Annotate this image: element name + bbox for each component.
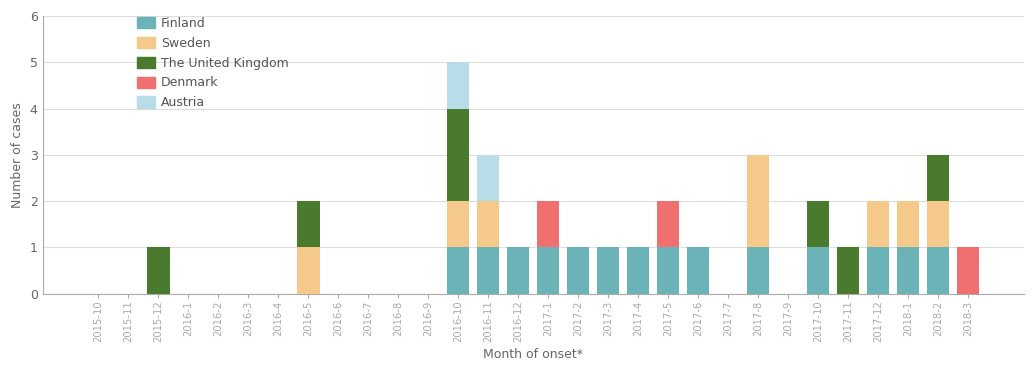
X-axis label: Month of onset*: Month of onset* (483, 348, 583, 361)
Bar (477, 155, 500, 201)
Bar (867, 247, 889, 294)
Bar (926, 155, 949, 201)
Bar (747, 247, 769, 294)
Bar (147, 247, 170, 294)
Bar (447, 109, 470, 201)
Bar (537, 247, 560, 294)
Bar (837, 247, 859, 294)
Bar (867, 201, 889, 247)
Bar (297, 201, 320, 247)
Bar (477, 247, 500, 294)
Bar (926, 247, 949, 294)
Bar (567, 247, 590, 294)
Bar (597, 247, 619, 294)
Bar (657, 247, 679, 294)
Bar (627, 247, 649, 294)
Bar (926, 201, 949, 247)
Bar (537, 201, 560, 247)
Bar (807, 201, 829, 247)
Bar (447, 201, 470, 247)
Bar (657, 201, 679, 247)
Bar (477, 201, 500, 247)
Legend: Finland, Sweden, The United Kingdom, Denmark, Austria: Finland, Sweden, The United Kingdom, Den… (137, 17, 289, 109)
Bar (747, 155, 769, 247)
Bar (896, 247, 919, 294)
Bar (956, 247, 979, 294)
Bar (297, 247, 320, 294)
Bar (507, 247, 530, 294)
Bar (447, 62, 470, 109)
Y-axis label: Number of cases: Number of cases (11, 102, 24, 208)
Bar (687, 247, 709, 294)
Bar (807, 247, 829, 294)
Bar (447, 247, 470, 294)
Bar (896, 201, 919, 247)
